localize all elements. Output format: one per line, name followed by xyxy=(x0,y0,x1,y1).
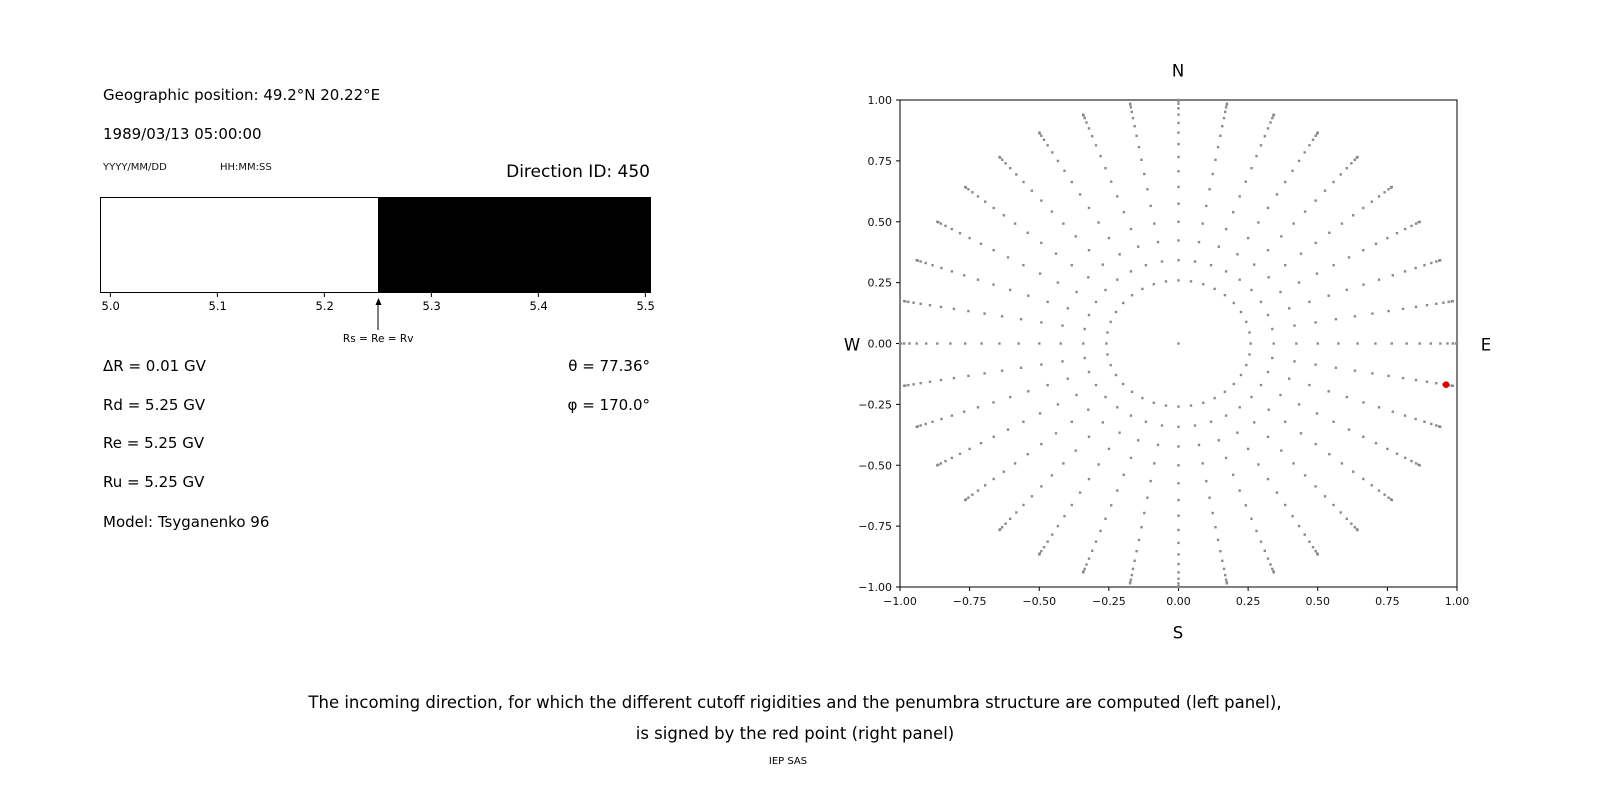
axis-tick: 5.0 xyxy=(102,293,120,313)
compass-north-label: N xyxy=(1171,61,1185,81)
caption-line-2: is signed by the red point (right panel) xyxy=(635,724,955,743)
compass-south-label: S xyxy=(1172,623,1184,643)
param-ru: Ru = 5.25 GV xyxy=(103,473,205,491)
svg-text:−1.00: −1.00 xyxy=(883,595,917,608)
svg-text:−0.50: −0.50 xyxy=(1022,595,1056,608)
cutoff-arrow-icon xyxy=(374,298,383,330)
arrow-head xyxy=(375,298,382,305)
direction-id-label: Direction ID: 450 xyxy=(506,162,650,182)
caption-line-1: The incoming direction, for which the di… xyxy=(308,693,1282,712)
svg-text:−0.75: −0.75 xyxy=(953,595,987,608)
svg-text:0.00: 0.00 xyxy=(1166,595,1191,608)
time-format-label: HH:MM:SS xyxy=(220,162,272,173)
param-delta-r: ΔR = 0.01 GV xyxy=(103,357,206,375)
svg-text:−1.00: −1.00 xyxy=(858,581,892,594)
axis-tick: 5.3 xyxy=(423,293,441,313)
svg-text:0.00: 0.00 xyxy=(868,338,893,351)
credit-label: IEP SAS xyxy=(768,756,808,767)
theta-label: θ = 77.36° xyxy=(568,357,650,375)
axis-tick: 5.4 xyxy=(530,293,548,313)
cutoff-arrow-label: Rs = Re = Rv xyxy=(342,333,414,345)
svg-text:−0.25: −0.25 xyxy=(1092,595,1126,608)
svg-text:1.00: 1.00 xyxy=(868,94,893,107)
svg-text:−0.75: −0.75 xyxy=(858,520,892,533)
svg-text:0.75: 0.75 xyxy=(1375,595,1400,608)
svg-text:−0.25: −0.25 xyxy=(858,398,892,411)
compass-west-label: W xyxy=(843,335,861,355)
penumbra-bar xyxy=(100,197,651,293)
arrow-line xyxy=(377,305,379,330)
figure-caption: The incoming direction, for which the di… xyxy=(0,687,1590,749)
svg-text:0.25: 0.25 xyxy=(1236,595,1261,608)
direction-plot-svg: −1.00−1.00 −0.75 −0.75 −0.50 −0.50 −0.25 −0.25… xyxy=(858,94,1469,608)
axis-tick: 5.2 xyxy=(316,293,334,313)
geographic-position-label: Geographic position: 49.2°N 20.22°E xyxy=(103,86,381,104)
penumbra-segment xyxy=(101,198,379,292)
cutoff-marker: Rs = Re = Rv xyxy=(100,296,651,348)
svg-text:0.50: 0.50 xyxy=(1306,595,1331,608)
svg-text:0.75: 0.75 xyxy=(868,155,893,168)
svg-text:−0.50: −0.50 xyxy=(858,459,892,472)
svg-text:1.00: 1.00 xyxy=(1445,595,1470,608)
penumbra-segment xyxy=(378,198,650,292)
svg-text:0.25: 0.25 xyxy=(868,277,893,290)
penumbra-axis: 5.0 5.1 5.2 5.3 5.4 5.5 xyxy=(100,293,655,315)
axis-tick: 5.5 xyxy=(636,293,655,313)
datetime-label: 1989/03/13 05:00:00 xyxy=(103,125,262,143)
direction-grid-points xyxy=(898,98,1459,589)
param-model: Model: Tsyganenko 96 xyxy=(103,513,270,531)
param-rd: Rd = 5.25 GV xyxy=(103,396,206,414)
selected-direction-point xyxy=(1442,381,1450,389)
axis-tick: 5.1 xyxy=(209,293,227,313)
axis-ticks: −1.00−1.00 −0.75 −0.75 −0.50 −0.50 −0.25 −0.25… xyxy=(858,94,1469,608)
phi-label: φ = 170.0° xyxy=(567,396,650,414)
compass-east-label: E xyxy=(1480,335,1492,355)
param-re: Re = 5.25 GV xyxy=(103,434,205,452)
svg-text:0.50: 0.50 xyxy=(868,216,893,229)
date-format-label: YYYY/MM/DD xyxy=(103,162,167,173)
